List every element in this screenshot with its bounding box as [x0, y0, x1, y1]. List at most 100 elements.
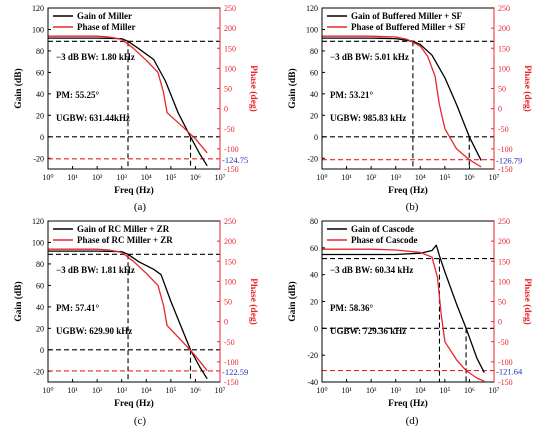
phase-series-line: [48, 35, 208, 154]
y-left-tick-label: 120: [306, 4, 318, 13]
y-right-tick-label: 250: [498, 217, 510, 226]
y-left-tick-label: 60: [36, 68, 44, 77]
y-left-tick-label: 0: [314, 133, 318, 142]
x-tick-label: 10²: [92, 173, 103, 182]
legend-label: Phase of Buffered Miller + SF: [351, 22, 466, 32]
phase-series-line: [322, 35, 482, 168]
annotation: PM: 57.41°: [56, 303, 99, 313]
panel-2: 10⁰ 10¹ 10² 10³ 10⁴ 10⁵ 10⁶ 10⁷ -20 0 20 40 60 80 100 1…: [287, 4, 533, 213]
annotation: UGBW: 985.83 kHz: [330, 113, 406, 123]
x-tick-label: 10⁴: [415, 386, 426, 395]
phase-readout: -126.79: [496, 156, 522, 166]
y-left-tick-label: 100: [32, 238, 44, 247]
y-right-tick-label: 200: [498, 237, 510, 246]
x-tick-label: 10⁰: [42, 386, 53, 395]
annotation: −3 dB BW: 1.80 kHz: [56, 52, 135, 62]
panel-caption: (b): [406, 201, 419, 213]
y-right-tick-label: 150: [224, 44, 236, 53]
y-right-tick-label: 0: [498, 105, 502, 114]
x-tick-label: 10³: [117, 386, 128, 395]
x-tick-label: 10³: [391, 386, 402, 395]
x-tick-label: 10⁰: [316, 386, 327, 395]
y-left-axis-title: Gain (dB): [13, 68, 24, 108]
x-tick-label: 10¹: [341, 386, 352, 395]
y-left-tick-label: 100: [306, 25, 318, 34]
x-tick-label: 10⁴: [141, 386, 152, 395]
y-left-tick-label: 40: [310, 90, 318, 99]
y-left-tick-label: 80: [310, 47, 318, 56]
y-right-tick-label: 0: [224, 318, 228, 327]
y-right-tick-label: 250: [224, 4, 236, 13]
y-left-tick-label: 80: [310, 217, 318, 226]
y-right-tick-label: 0: [224, 105, 228, 114]
y-left-tick-label: 0: [40, 133, 44, 142]
y-right-tick-label: -100: [224, 145, 239, 154]
plot-frame: [321, 220, 495, 383]
phase-series-line: [48, 248, 208, 372]
y-right-tick-label: -150: [498, 378, 513, 387]
y-right-tick-label: -50: [498, 338, 509, 347]
y-left-axis-title: Gain (dB): [287, 68, 298, 108]
x-tick-label: 10⁵: [165, 173, 176, 182]
y-right-tick-label: 250: [224, 217, 236, 226]
x-tick-label: 10⁵: [439, 173, 450, 182]
y-right-tick-label: -150: [498, 165, 513, 174]
x-tick-label: 10⁵: [439, 386, 450, 395]
x-tick-label: 10⁷: [215, 386, 226, 395]
y-left-tick-label: -20: [33, 367, 44, 376]
panel-caption: (a): [134, 201, 147, 213]
y-left-tick-label: -40: [307, 378, 318, 387]
y-left-tick-label: 0: [314, 324, 318, 333]
y-right-tick-label: 200: [498, 24, 510, 33]
x-tick-label: 10³: [391, 173, 402, 182]
gain-series-line: [48, 37, 208, 167]
y-right-tick-label: -100: [498, 145, 513, 154]
y-right-tick-label: 250: [498, 4, 510, 13]
x-tick-label: 10¹: [67, 386, 78, 395]
x-tick-label: 10⁴: [415, 173, 426, 182]
x-tick-label: 10¹: [341, 173, 352, 182]
y-left-tick-label: 20: [36, 111, 44, 120]
y-left-tick-label: 0: [40, 346, 44, 355]
y-right-tick-label: 150: [224, 257, 236, 266]
y-left-tick-label: 40: [36, 90, 44, 99]
y-right-tick-label: -50: [498, 125, 509, 134]
y-right-tick-label: 200: [224, 24, 236, 33]
y-left-tick-label: 80: [36, 47, 44, 56]
y-right-tick-label: 50: [224, 298, 232, 307]
y-left-tick-label: 60: [310, 68, 318, 77]
x-tick-label: 10⁷: [489, 173, 500, 182]
legend-label: Phase of RC Miller + ZR: [77, 235, 173, 245]
y-right-tick-label: -100: [224, 358, 239, 367]
x-tick-label: 10²: [366, 173, 377, 182]
panel-caption: (d): [406, 415, 419, 427]
legend-label: Gain of RC Miller + ZR: [77, 224, 170, 234]
y-right-tick-label: 100: [498, 64, 510, 73]
y-left-tick-label: 40: [310, 271, 318, 280]
y-right-tick-label: 150: [498, 257, 510, 266]
y-right-axis-title: Phase (deg): [248, 65, 259, 112]
y-right-tick-label: 50: [224, 85, 232, 94]
panel-1: 10⁰ 10¹ 10² 10³ 10⁴ 10⁵ 10⁶ 10⁷ -20 0 20 40 60 80 100 1…: [13, 4, 259, 213]
phase-readout: -124.75: [222, 155, 248, 165]
x-axis-title: Freq (Hz): [114, 185, 154, 196]
y-left-tick-label: -20: [33, 154, 44, 163]
annotation: UGBW: 729.36 kHz: [330, 326, 406, 336]
y-left-tick-label: 80: [36, 260, 44, 269]
phase-series-line: [322, 248, 485, 382]
legend-label: Phase of Cascode: [351, 235, 418, 245]
x-axis-title: Freq (Hz): [388, 398, 428, 409]
annotation: UGBW: 631.44kHz: [56, 113, 130, 123]
x-tick-label: 10⁶: [464, 173, 475, 182]
legend-label: Phase of Miller: [77, 22, 135, 32]
x-tick-label: 10³: [117, 173, 128, 182]
phase-readout: -122.59: [222, 367, 248, 377]
y-left-tick-label: 20: [310, 298, 318, 307]
x-tick-label: 10⁶: [464, 386, 475, 395]
annotation: PM: 53.21°: [330, 90, 373, 100]
annotation: PM: 55.25°: [56, 90, 99, 100]
y-right-tick-label: 100: [224, 64, 236, 73]
x-tick-label: 10⁰: [42, 173, 53, 182]
gain-series-line: [322, 244, 485, 373]
y-left-axis-title: Gain (dB): [287, 281, 298, 321]
